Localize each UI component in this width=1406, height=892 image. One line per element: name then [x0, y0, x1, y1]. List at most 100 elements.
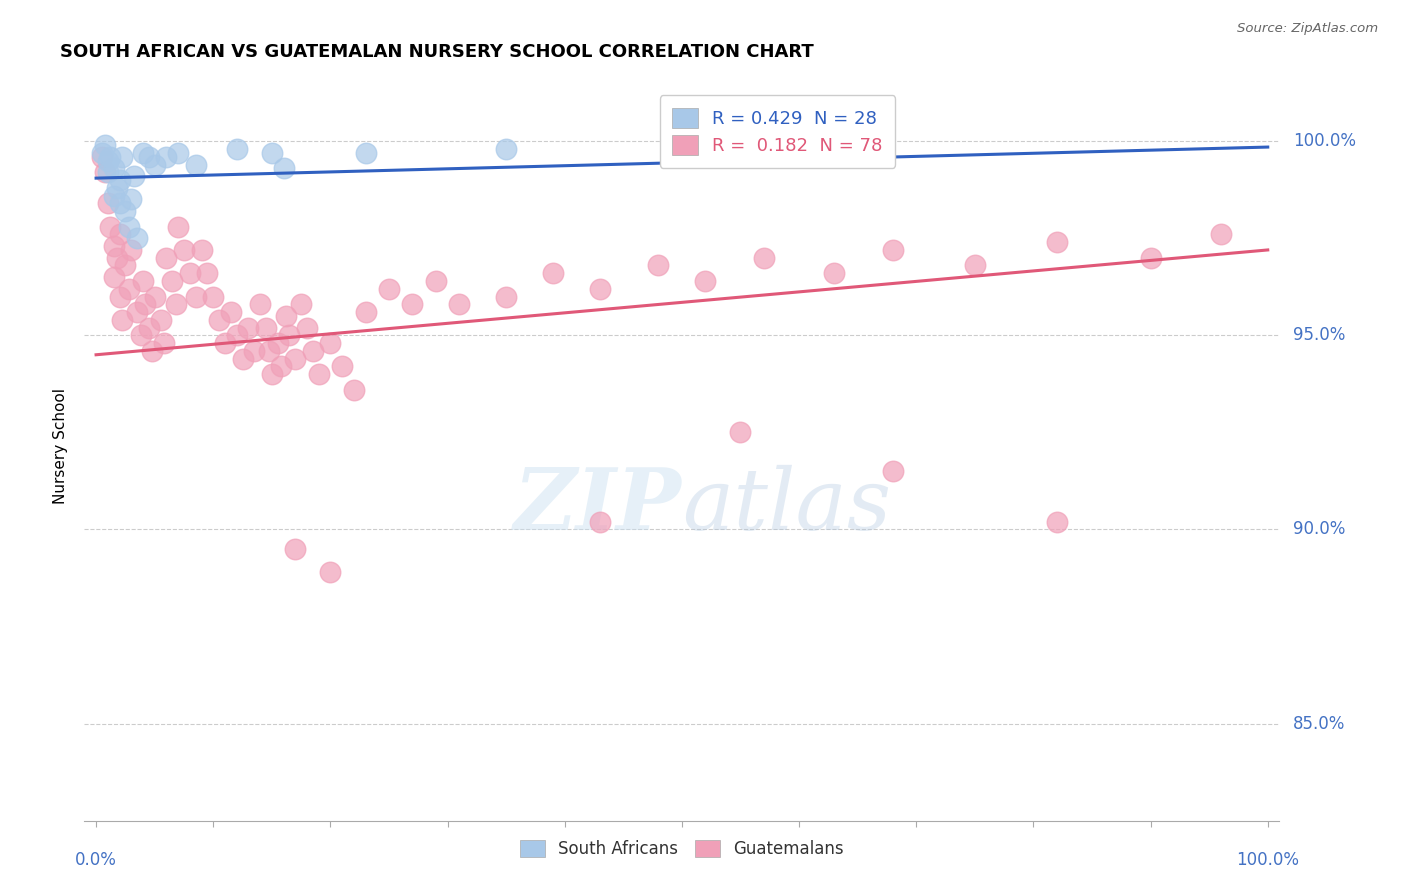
- Text: 0.0%: 0.0%: [75, 851, 117, 869]
- Text: Source: ZipAtlas.com: Source: ZipAtlas.com: [1237, 22, 1378, 36]
- Point: [270, 359, 292, 374]
- Point: [238, 320, 260, 334]
- Point: [1046, 515, 1069, 529]
- Point: [274, 309, 297, 323]
- Point: [167, 145, 190, 160]
- Point: [214, 336, 236, 351]
- Text: 90.0%: 90.0%: [1294, 520, 1346, 539]
- Point: [308, 367, 330, 381]
- Point: [243, 343, 266, 358]
- Point: [143, 289, 166, 303]
- Point: [963, 259, 986, 273]
- Point: [425, 274, 447, 288]
- Point: [105, 251, 128, 265]
- Point: [162, 274, 183, 288]
- Point: [114, 204, 136, 219]
- Text: ZIP: ZIP: [515, 464, 682, 548]
- Point: [302, 343, 325, 358]
- Point: [127, 231, 149, 245]
- Point: [141, 343, 163, 358]
- Point: [108, 196, 131, 211]
- Text: 100.0%: 100.0%: [1236, 851, 1299, 869]
- Point: [202, 289, 225, 303]
- Point: [103, 239, 125, 253]
- Point: [752, 251, 775, 265]
- Point: [260, 367, 283, 381]
- Point: [765, 142, 787, 156]
- Point: [103, 270, 125, 285]
- Point: [231, 351, 254, 366]
- Point: [495, 289, 517, 303]
- Point: [184, 289, 207, 303]
- Point: [143, 157, 166, 171]
- Point: [118, 219, 141, 234]
- Point: [1139, 251, 1161, 265]
- Text: 85.0%: 85.0%: [1294, 714, 1346, 732]
- Point: [284, 351, 307, 366]
- Point: [98, 219, 121, 234]
- Point: [114, 259, 136, 273]
- Point: [254, 320, 277, 334]
- Point: [208, 313, 231, 327]
- Point: [1209, 227, 1232, 242]
- Point: [495, 142, 517, 156]
- Point: [138, 150, 160, 164]
- Point: [401, 297, 423, 311]
- Point: [90, 145, 114, 160]
- Point: [225, 328, 247, 343]
- Point: [108, 227, 131, 242]
- Point: [589, 515, 612, 529]
- Point: [103, 188, 125, 202]
- Point: [267, 336, 290, 351]
- Point: [90, 150, 114, 164]
- Point: [647, 259, 669, 273]
- Point: [319, 336, 342, 351]
- Point: [273, 161, 295, 176]
- Point: [219, 305, 242, 319]
- Point: [695, 274, 717, 288]
- Point: [108, 289, 131, 303]
- Point: [730, 425, 752, 440]
- Point: [149, 313, 172, 327]
- Point: [97, 165, 120, 179]
- Point: [354, 305, 377, 319]
- Point: [184, 157, 207, 171]
- Point: [120, 193, 142, 207]
- Point: [98, 150, 121, 164]
- Point: [249, 297, 271, 311]
- Point: [882, 243, 904, 257]
- Point: [295, 320, 318, 334]
- Text: 100.0%: 100.0%: [1294, 132, 1357, 150]
- Point: [108, 173, 131, 187]
- Point: [190, 243, 212, 257]
- Point: [105, 181, 128, 195]
- Point: [94, 165, 117, 179]
- Point: [343, 383, 366, 397]
- Point: [97, 153, 120, 168]
- Point: [284, 541, 307, 556]
- Point: [111, 150, 134, 164]
- Point: [132, 274, 155, 288]
- Point: [120, 243, 142, 257]
- Point: [259, 343, 281, 358]
- Point: [138, 320, 160, 334]
- Point: [319, 565, 342, 579]
- Text: atlas: atlas: [682, 465, 891, 548]
- Point: [165, 297, 187, 311]
- Point: [541, 266, 564, 280]
- Point: [179, 266, 201, 280]
- Point: [589, 282, 612, 296]
- Legend: South Africans, Guatemalans: South Africans, Guatemalans: [513, 833, 851, 864]
- Point: [97, 196, 120, 211]
- Point: [118, 282, 141, 296]
- Point: [153, 336, 176, 351]
- Point: [155, 150, 177, 164]
- Point: [173, 243, 195, 257]
- Point: [882, 464, 904, 478]
- Text: SOUTH AFRICAN VS GUATEMALAN NURSERY SCHOOL CORRELATION CHART: SOUTH AFRICAN VS GUATEMALAN NURSERY SCHO…: [60, 44, 814, 62]
- Text: 95.0%: 95.0%: [1294, 326, 1346, 344]
- Point: [122, 169, 145, 184]
- Point: [260, 145, 283, 160]
- Point: [155, 251, 177, 265]
- Point: [354, 145, 377, 160]
